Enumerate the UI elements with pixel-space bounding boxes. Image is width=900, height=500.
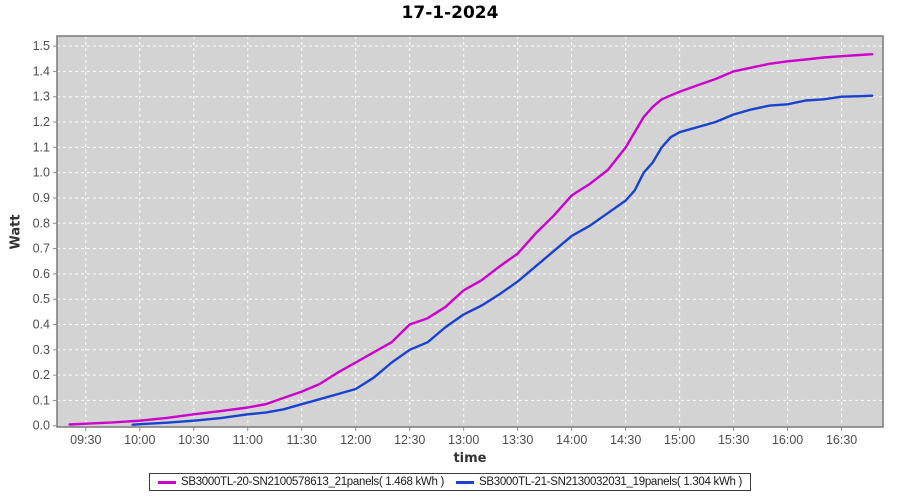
x-tick-label: 16:30 [826, 433, 857, 447]
y-tick-label: 0.1 [33, 393, 50, 407]
y-axis-label: Watt [8, 214, 24, 250]
x-tick-label: 14:30 [610, 433, 641, 447]
series-line-0 [68, 53, 874, 426]
y-tick-label: 0.8 [33, 216, 50, 230]
y-tick-label: 1.1 [33, 140, 50, 154]
y-tick-label: 1.5 [33, 39, 50, 53]
legend-item-0: SB3000TL-20-SN2100578613_21panels( 1.468… [157, 476, 444, 488]
plot-area [57, 36, 883, 427]
legend: SB3000TL-20-SN2100578613_21panels( 1.468… [0, 473, 900, 491]
y-tick-label: 1.2 [33, 115, 50, 129]
plot-border [56, 35, 884, 428]
y-tick-label: 0.7 [33, 242, 50, 256]
y-tick-label: 0.0 [33, 419, 50, 433]
series-line-1 [131, 94, 874, 426]
x-tick-label: 13:00 [448, 433, 479, 447]
y-tick-label: 0.3 [33, 343, 50, 357]
legend-label-1: SB3000TL-21-SN2130032031_19panels( 1.304… [479, 476, 743, 488]
y-tick-label: 0.2 [33, 368, 50, 382]
y-tick-label: 0.6 [33, 267, 50, 281]
y-tick-label: 1.0 [33, 166, 50, 180]
x-tick-label: 15:30 [718, 433, 749, 447]
x-tick-label: 10:30 [178, 433, 209, 447]
y-tick-label: 1.3 [33, 90, 50, 104]
x-tick-label: 16:00 [772, 433, 803, 447]
x-tick-label: 13:30 [502, 433, 533, 447]
chart-title: 17-1-2024 [401, 3, 499, 23]
legend-swatch-0 [157, 480, 176, 484]
y-tick-label: 0.9 [33, 191, 50, 205]
legend-swatch-1 [456, 480, 474, 484]
legend-box: SB3000TL-20-SN2100578613_21panels( 1.468… [148, 473, 752, 491]
x-axis-label: time [453, 451, 487, 466]
x-tick-label: 12:30 [394, 433, 425, 447]
x-tick-label: 11:00 [233, 433, 263, 447]
x-tick-label: 11:30 [287, 433, 317, 447]
x-tick-label: 09:30 [70, 433, 101, 447]
x-tick-label: 14:00 [556, 433, 587, 447]
x-tick-label: 10:00 [124, 433, 155, 447]
y-tick-label: 1.4 [33, 64, 50, 78]
y-tick-label: 0.4 [33, 318, 50, 332]
x-tick-label: 15:00 [664, 433, 695, 447]
legend-label-0: SB3000TL-20-SN2100578613_21panels( 1.468… [180, 476, 444, 488]
y-tick-label: 0.5 [33, 292, 50, 306]
x-tick-label: 12:00 [340, 433, 371, 447]
legend-item-1: SB3000TL-21-SN2130032031_19panels( 1.304… [456, 476, 742, 488]
